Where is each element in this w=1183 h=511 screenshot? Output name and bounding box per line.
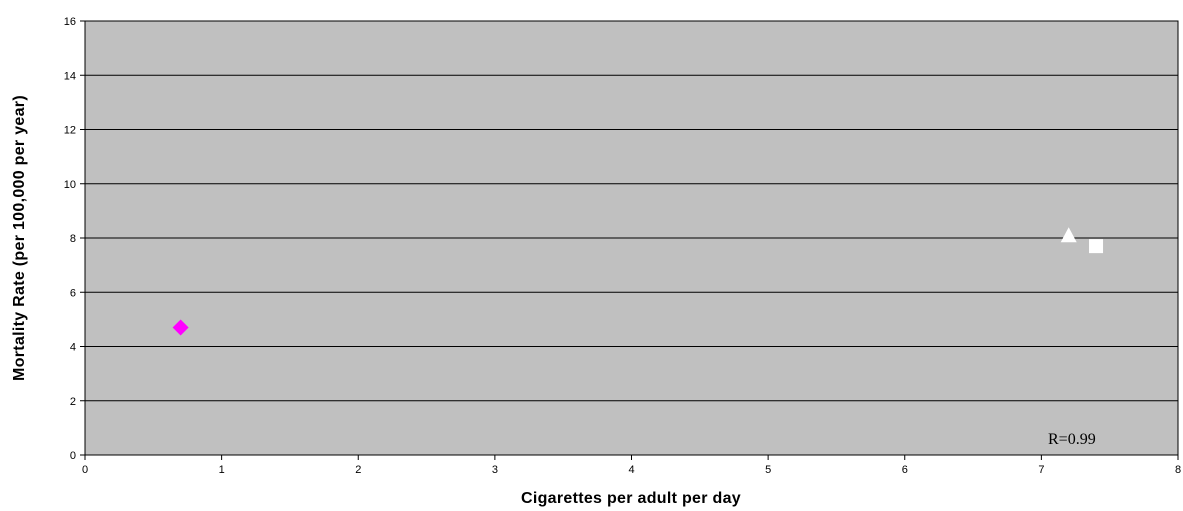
correlation-annotation: R=0.99 <box>1048 431 1096 448</box>
y-tick-label: 10 <box>64 179 76 191</box>
y-tick-label: 14 <box>64 70 76 82</box>
y-tick-label: 8 <box>70 233 76 245</box>
x-tick-label: 2 <box>355 464 361 476</box>
y-tick-label: 16 <box>64 16 76 28</box>
data-point-square <box>1089 239 1104 254</box>
x-tick-label: 6 <box>902 464 908 476</box>
x-axis-ticks: 0 1 2 3 4 5 6 7 8 <box>82 455 1181 476</box>
y-tick-label: 4 <box>70 342 76 354</box>
data-point-diamond <box>172 319 189 336</box>
y-axis-ticks: 0 2 4 6 8 10 12 14 16 <box>64 16 85 462</box>
x-tick-label: 4 <box>628 464 634 476</box>
y-tick-label: 12 <box>64 125 76 137</box>
data-point-triangle <box>1060 227 1077 243</box>
data-points <box>172 227 1104 336</box>
x-tick-label: 3 <box>492 464 498 476</box>
x-axis-title: Cigarettes per adult per day <box>521 490 741 507</box>
y-tick-label: 6 <box>70 287 76 299</box>
x-tick-label: 0 <box>82 464 88 476</box>
y-tick-label: 0 <box>70 450 76 462</box>
y-axis-title: Mortality Rate (per 100,000 per year) <box>11 95 28 381</box>
x-tick-label: 5 <box>765 464 771 476</box>
x-tick-label: 8 <box>1175 464 1181 476</box>
y-tick-label: 2 <box>70 396 76 408</box>
grid-lines <box>85 74 1178 402</box>
x-tick-label: 7 <box>1038 464 1044 476</box>
x-tick-label: 1 <box>219 464 225 476</box>
